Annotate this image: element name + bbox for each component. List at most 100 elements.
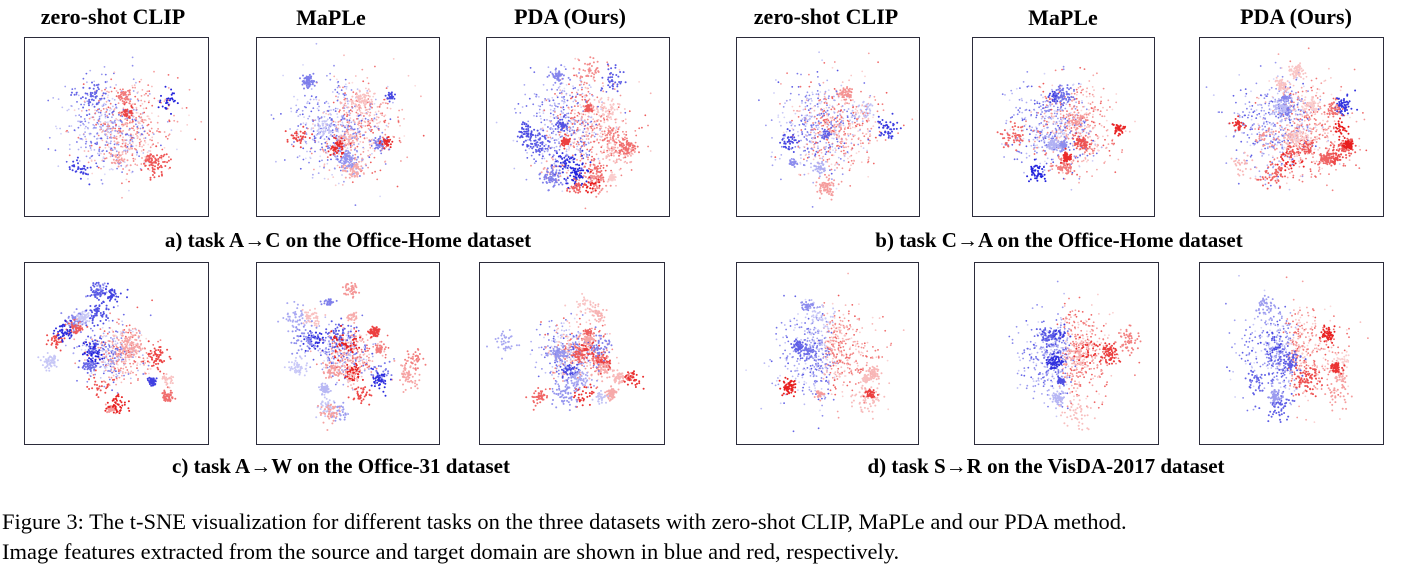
- tsne-point: [794, 146, 797, 148]
- tsne-cluster-point: [334, 142, 337, 145]
- tsne-point: [824, 147, 827, 150]
- tsne-cluster-point: [147, 155, 150, 157]
- tsne-cluster-point: [627, 151, 630, 154]
- tsne-cluster-point: [583, 165, 586, 168]
- tsne-point: [55, 125, 57, 128]
- tsne-point: [840, 121, 842, 124]
- tsne-point: [326, 118, 329, 121]
- tsne-point: [136, 135, 138, 137]
- tsne-point: [103, 66, 106, 68]
- tsne-point: [606, 140, 609, 142]
- tsne-point: [590, 120, 593, 123]
- tsne-cluster-point: [576, 168, 579, 171]
- tsne-point: [786, 72, 788, 75]
- tsne-point: [332, 176, 335, 179]
- tsne-point: [828, 158, 831, 160]
- tsne-point: [96, 137, 99, 140]
- tsne-point: [123, 139, 126, 141]
- tsne-point: [598, 160, 601, 162]
- tsne-point: [811, 91, 814, 94]
- tsne-point: [337, 96, 339, 98]
- tsne-point: [99, 111, 102, 114]
- tsne-point: [810, 131, 812, 134]
- tsne-point: [358, 124, 360, 127]
- tsne-scatter-svg: [270, 42, 425, 207]
- tsne-point: [602, 85, 605, 87]
- tsne-point: [596, 124, 599, 127]
- tsne-cluster-point: [295, 134, 298, 137]
- tsne-cluster-point: [293, 137, 295, 140]
- tsne-cluster-point: [608, 147, 611, 150]
- tsne-point: [588, 84, 591, 86]
- tsne-cluster-point: [356, 99, 359, 102]
- tsne-point: [384, 114, 387, 116]
- tsne-point: [399, 141, 402, 144]
- tsne-point: [789, 92, 792, 95]
- tsne-cluster-point: [309, 77, 312, 80]
- tsne-point: [535, 115, 538, 118]
- tsne-cluster-point: [366, 92, 368, 94]
- tsne-point: [813, 143, 815, 146]
- tsne-point: [361, 117, 364, 120]
- tsne-point: [330, 158, 332, 161]
- tsne-point: [105, 141, 108, 144]
- tsne-point: [346, 113, 349, 116]
- tsne-point: [311, 138, 314, 141]
- tsne-point: [110, 137, 113, 139]
- tsne-cluster-point: [632, 146, 634, 149]
- tsne-cluster-point: [538, 138, 541, 141]
- tsne-point: [336, 107, 339, 110]
- tsne-point: [305, 127, 308, 129]
- tsne-point: [105, 133, 108, 136]
- tsne-point: [847, 134, 850, 137]
- tsne-point: [188, 114, 190, 117]
- tsne-point: [565, 148, 568, 151]
- tsne-cluster-point: [606, 119, 609, 122]
- tsne-point: [329, 72, 331, 75]
- tsne-point: [142, 107, 145, 110]
- tsne-cluster-point: [77, 162, 79, 165]
- tsne-cluster-point: [317, 122, 320, 125]
- tsne-cluster-point: [308, 73, 311, 76]
- tsne-cluster-point: [574, 186, 577, 189]
- panel-title-b2: MaPLe: [1028, 5, 1098, 30]
- tsne-point: [371, 106, 373, 109]
- tsne-point: [817, 132, 820, 134]
- tsne-point: [147, 94, 149, 97]
- tsne-point: [575, 100, 577, 102]
- tsne-cluster-point: [123, 97, 126, 100]
- tsne-point: [105, 107, 108, 110]
- tsne-point: [561, 112, 563, 114]
- tsne-cluster-point: [574, 176, 577, 179]
- tsne-point: [578, 179, 581, 182]
- tsne-cluster-point: [318, 132, 321, 135]
- tsne-point: [147, 101, 150, 104]
- tsne-cluster-point: [588, 63, 591, 66]
- tsne-point: [635, 134, 638, 137]
- tsne-cluster-point: [158, 156, 161, 159]
- tsne-point: [532, 151, 535, 154]
- tsne-point: [808, 85, 811, 88]
- tsne-point: [818, 126, 820, 129]
- tsne-point: [60, 132, 62, 135]
- tsne-point: [844, 126, 847, 129]
- tsne-point: [529, 67, 532, 69]
- tsne-point: [818, 149, 821, 152]
- tsne-point: [573, 116, 576, 119]
- tsne-cluster-point: [315, 133, 318, 136]
- tsne-cluster-point: [629, 161, 632, 164]
- tsne-cluster-point: [79, 171, 82, 174]
- tsne-point: [61, 106, 64, 109]
- tsne-point: [840, 146, 843, 148]
- tsne-cluster-point: [581, 149, 584, 152]
- tsne-cluster-point: [575, 179, 578, 182]
- tsne-point: [323, 163, 326, 166]
- tsne-cluster-point: [566, 189, 569, 192]
- tsne-cluster-point: [565, 141, 568, 144]
- tsne-cluster-point: [556, 78, 559, 81]
- tsne-point: [804, 125, 807, 127]
- tsne-point: [369, 126, 372, 128]
- tsne-cluster-point: [89, 93, 92, 96]
- tsne-point: [868, 142, 871, 145]
- tsne-cluster-point: [559, 155, 562, 157]
